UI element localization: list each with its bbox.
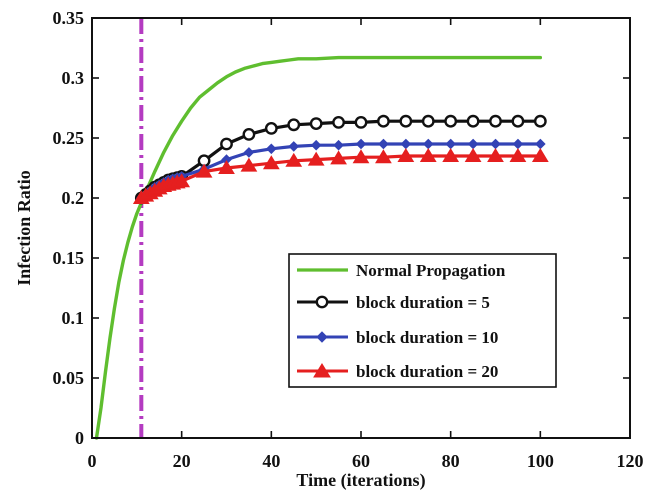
data-point-diamond — [266, 143, 277, 155]
data-point-triangle — [487, 148, 504, 162]
data-point-circle — [309, 117, 323, 131]
data-point-triangle — [375, 149, 392, 164]
data-point-diamond — [288, 141, 300, 152]
legend-label-normal-propagation: Normal Propagation — [356, 261, 506, 280]
data-point-circle — [444, 114, 458, 128]
x-tick-label: 0 — [88, 451, 97, 471]
data-point-circle — [264, 121, 278, 135]
y-tick-label: 0.05 — [53, 368, 85, 388]
data-point-triangle — [509, 148, 527, 162]
legend-marker-triangle-icon — [313, 363, 331, 378]
data-point-triangle — [397, 148, 415, 162]
legend-label-block-duration-10: block duration = 10 — [356, 328, 498, 347]
plot-layer: 0 20 40 60 80 100 120 0 0.05 0.1 0.15 0.2 0.25 0.3 0.3… — [53, 8, 644, 471]
data-point-diamond — [243, 147, 255, 158]
data-point-triangle — [285, 152, 303, 167]
y-axis-label: Infection Ratio — [14, 170, 34, 286]
data-point-circle — [332, 116, 345, 129]
data-point-triangle — [442, 148, 460, 162]
data-point-diamond — [378, 138, 389, 150]
data-point-diamond — [333, 139, 344, 151]
y-tick-label: 0.2 — [62, 188, 85, 208]
plot-frame — [91, 17, 631, 439]
data-point-circle — [287, 118, 301, 132]
data-point-circle — [220, 137, 233, 151]
y-tick-label: 0.15 — [53, 248, 85, 268]
legend-marker-circle-icon — [315, 295, 329, 309]
data-point-circle — [533, 114, 547, 128]
x-tick-label: 40 — [262, 451, 280, 471]
data-point-triangle — [195, 163, 213, 178]
data-point-triangle — [218, 160, 235, 174]
data-point-diamond — [310, 139, 322, 151]
data-point-triangle — [464, 148, 482, 162]
data-point-triangle — [352, 149, 370, 164]
x-tick-label: 20 — [173, 451, 191, 471]
data-point-circle — [399, 114, 413, 128]
data-point-triangle — [173, 173, 191, 188]
data-point-triangle — [262, 155, 280, 170]
data-point-triangle — [240, 157, 258, 172]
data-point-triangle — [330, 150, 347, 165]
x-tick-label: 80 — [442, 451, 460, 471]
legend-label-block-duration-20: block duration = 20 — [356, 362, 498, 381]
data-point-circle — [354, 116, 368, 129]
data-point-circle — [377, 114, 390, 128]
data-point-circle — [511, 114, 525, 128]
data-point-triangle — [307, 151, 325, 166]
x-axis-label: Time (iterations) — [296, 470, 425, 490]
x-tick-label: 120 — [617, 451, 644, 471]
legend-marker-diamond-icon — [316, 331, 328, 343]
data-point-circle — [242, 127, 256, 141]
data-point-circle — [421, 114, 435, 128]
data-point-diamond — [355, 138, 367, 150]
data-point-triangle — [531, 148, 549, 162]
data-point-triangle — [419, 148, 437, 162]
legend: Normal Propagation block duration = 5 bl… — [288, 253, 557, 388]
legend-label-block-duration-5: block duration = 5 — [356, 293, 490, 312]
y-tick-label: 0.25 — [53, 128, 85, 148]
data-point-circle — [466, 114, 480, 128]
y-tick-label: 0.35 — [53, 8, 85, 28]
x-tick-label: 60 — [352, 451, 370, 471]
y-tick-label: 0.3 — [62, 68, 85, 88]
x-tick-label: 100 — [527, 451, 554, 471]
y-tick-label: 0.1 — [62, 308, 85, 328]
data-point-circle — [489, 114, 502, 128]
y-tick-label: 0 — [75, 428, 84, 448]
legend-box — [288, 253, 557, 388]
series-line-normal-propagation — [94, 55, 543, 440]
